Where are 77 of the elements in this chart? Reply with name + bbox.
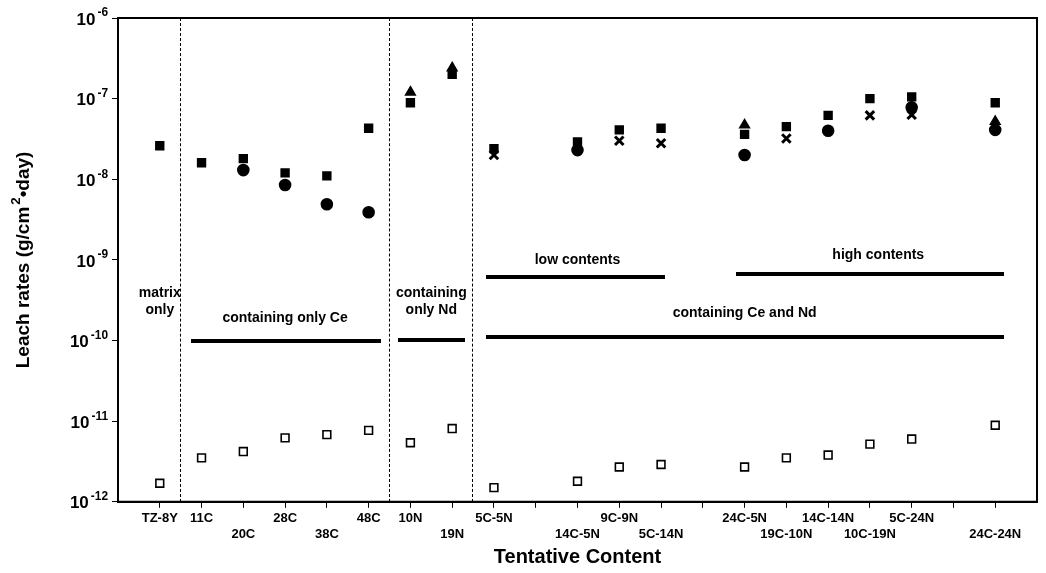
- point: [781, 121, 792, 132]
- x-axis-title: Tentative Content: [493, 544, 662, 567]
- x-tick-label: 38C: [314, 525, 340, 541]
- x-tick-label: 11C: [189, 510, 214, 526]
- point: [990, 98, 1000, 108]
- x-tick-label: 28C: [273, 510, 298, 526]
- point: [362, 205, 375, 219]
- x-tick-label: 14C-5N: [555, 525, 600, 541]
- annotation: containing only Nd: [395, 283, 467, 317]
- x-tick-label: 19N: [440, 525, 465, 541]
- x-tick-label: 5C-5N: [475, 510, 513, 526]
- x-tick-label: 19C-10N: [760, 525, 813, 541]
- point: [739, 129, 750, 140]
- point: [865, 439, 875, 449]
- annotation: high contents: [832, 245, 925, 262]
- point: [196, 158, 207, 168]
- point: [447, 423, 457, 434]
- point: [821, 124, 835, 138]
- point: [823, 450, 833, 460]
- point: [739, 118, 751, 129]
- point: [656, 459, 666, 470]
- point: [906, 92, 917, 102]
- point: [363, 123, 374, 133]
- x-tick-label: 24C-24N: [969, 525, 1022, 541]
- point: [322, 429, 332, 440]
- point: [572, 137, 583, 147]
- x-tick-label: 5C-14N: [638, 525, 684, 541]
- x-tick-label: 10C-19N: [843, 525, 896, 541]
- point: [405, 98, 416, 108]
- point: [780, 132, 793, 145]
- x-tick-label: 24C-5N: [722, 510, 767, 526]
- point: [447, 69, 457, 80]
- point: [237, 163, 250, 177]
- point: [988, 123, 1002, 137]
- x-tick-label: 48C: [356, 510, 382, 526]
- point: [905, 101, 918, 114]
- point: [738, 148, 751, 162]
- point: [572, 476, 583, 486]
- annotation: matrix only: [138, 283, 181, 317]
- point: [739, 462, 750, 472]
- point: [196, 453, 207, 463]
- point: [404, 85, 416, 96]
- point: [865, 93, 875, 104]
- point: [280, 433, 290, 443]
- point: [320, 197, 334, 211]
- point: [489, 143, 499, 154]
- x-tick-label: 20C: [231, 525, 256, 541]
- point: [280, 168, 290, 178]
- point: [990, 420, 1000, 430]
- point: [363, 425, 374, 436]
- annotation: containing Ce and Nd: [672, 303, 817, 320]
- point: [656, 123, 666, 133]
- point: [823, 110, 833, 121]
- x-tick-label: TZ-8Y: [141, 510, 179, 526]
- point: [278, 178, 292, 192]
- point: [322, 171, 332, 181]
- point: [613, 135, 626, 147]
- point: [989, 115, 1001, 126]
- point: [614, 462, 624, 472]
- point: [238, 446, 249, 457]
- point: [155, 478, 165, 488]
- x-tick-label: 10N: [398, 510, 423, 526]
- point: [405, 438, 416, 448]
- y-axis-title: Leach rates (g/cm2•day): [8, 151, 34, 369]
- point: [489, 482, 499, 493]
- point: [155, 141, 165, 151]
- point: [864, 109, 876, 122]
- point: [781, 453, 792, 463]
- point: [655, 137, 667, 149]
- x-tick-label: 5C-24N: [889, 510, 935, 526]
- annotation: low contents: [534, 250, 621, 267]
- point: [614, 125, 624, 135]
- point: [238, 153, 249, 164]
- x-tick-label: 9C-9N: [600, 510, 639, 526]
- annotation: containing only Ce: [222, 308, 348, 325]
- x-tick-label: 14C-14N: [802, 510, 855, 526]
- point: [906, 434, 917, 444]
